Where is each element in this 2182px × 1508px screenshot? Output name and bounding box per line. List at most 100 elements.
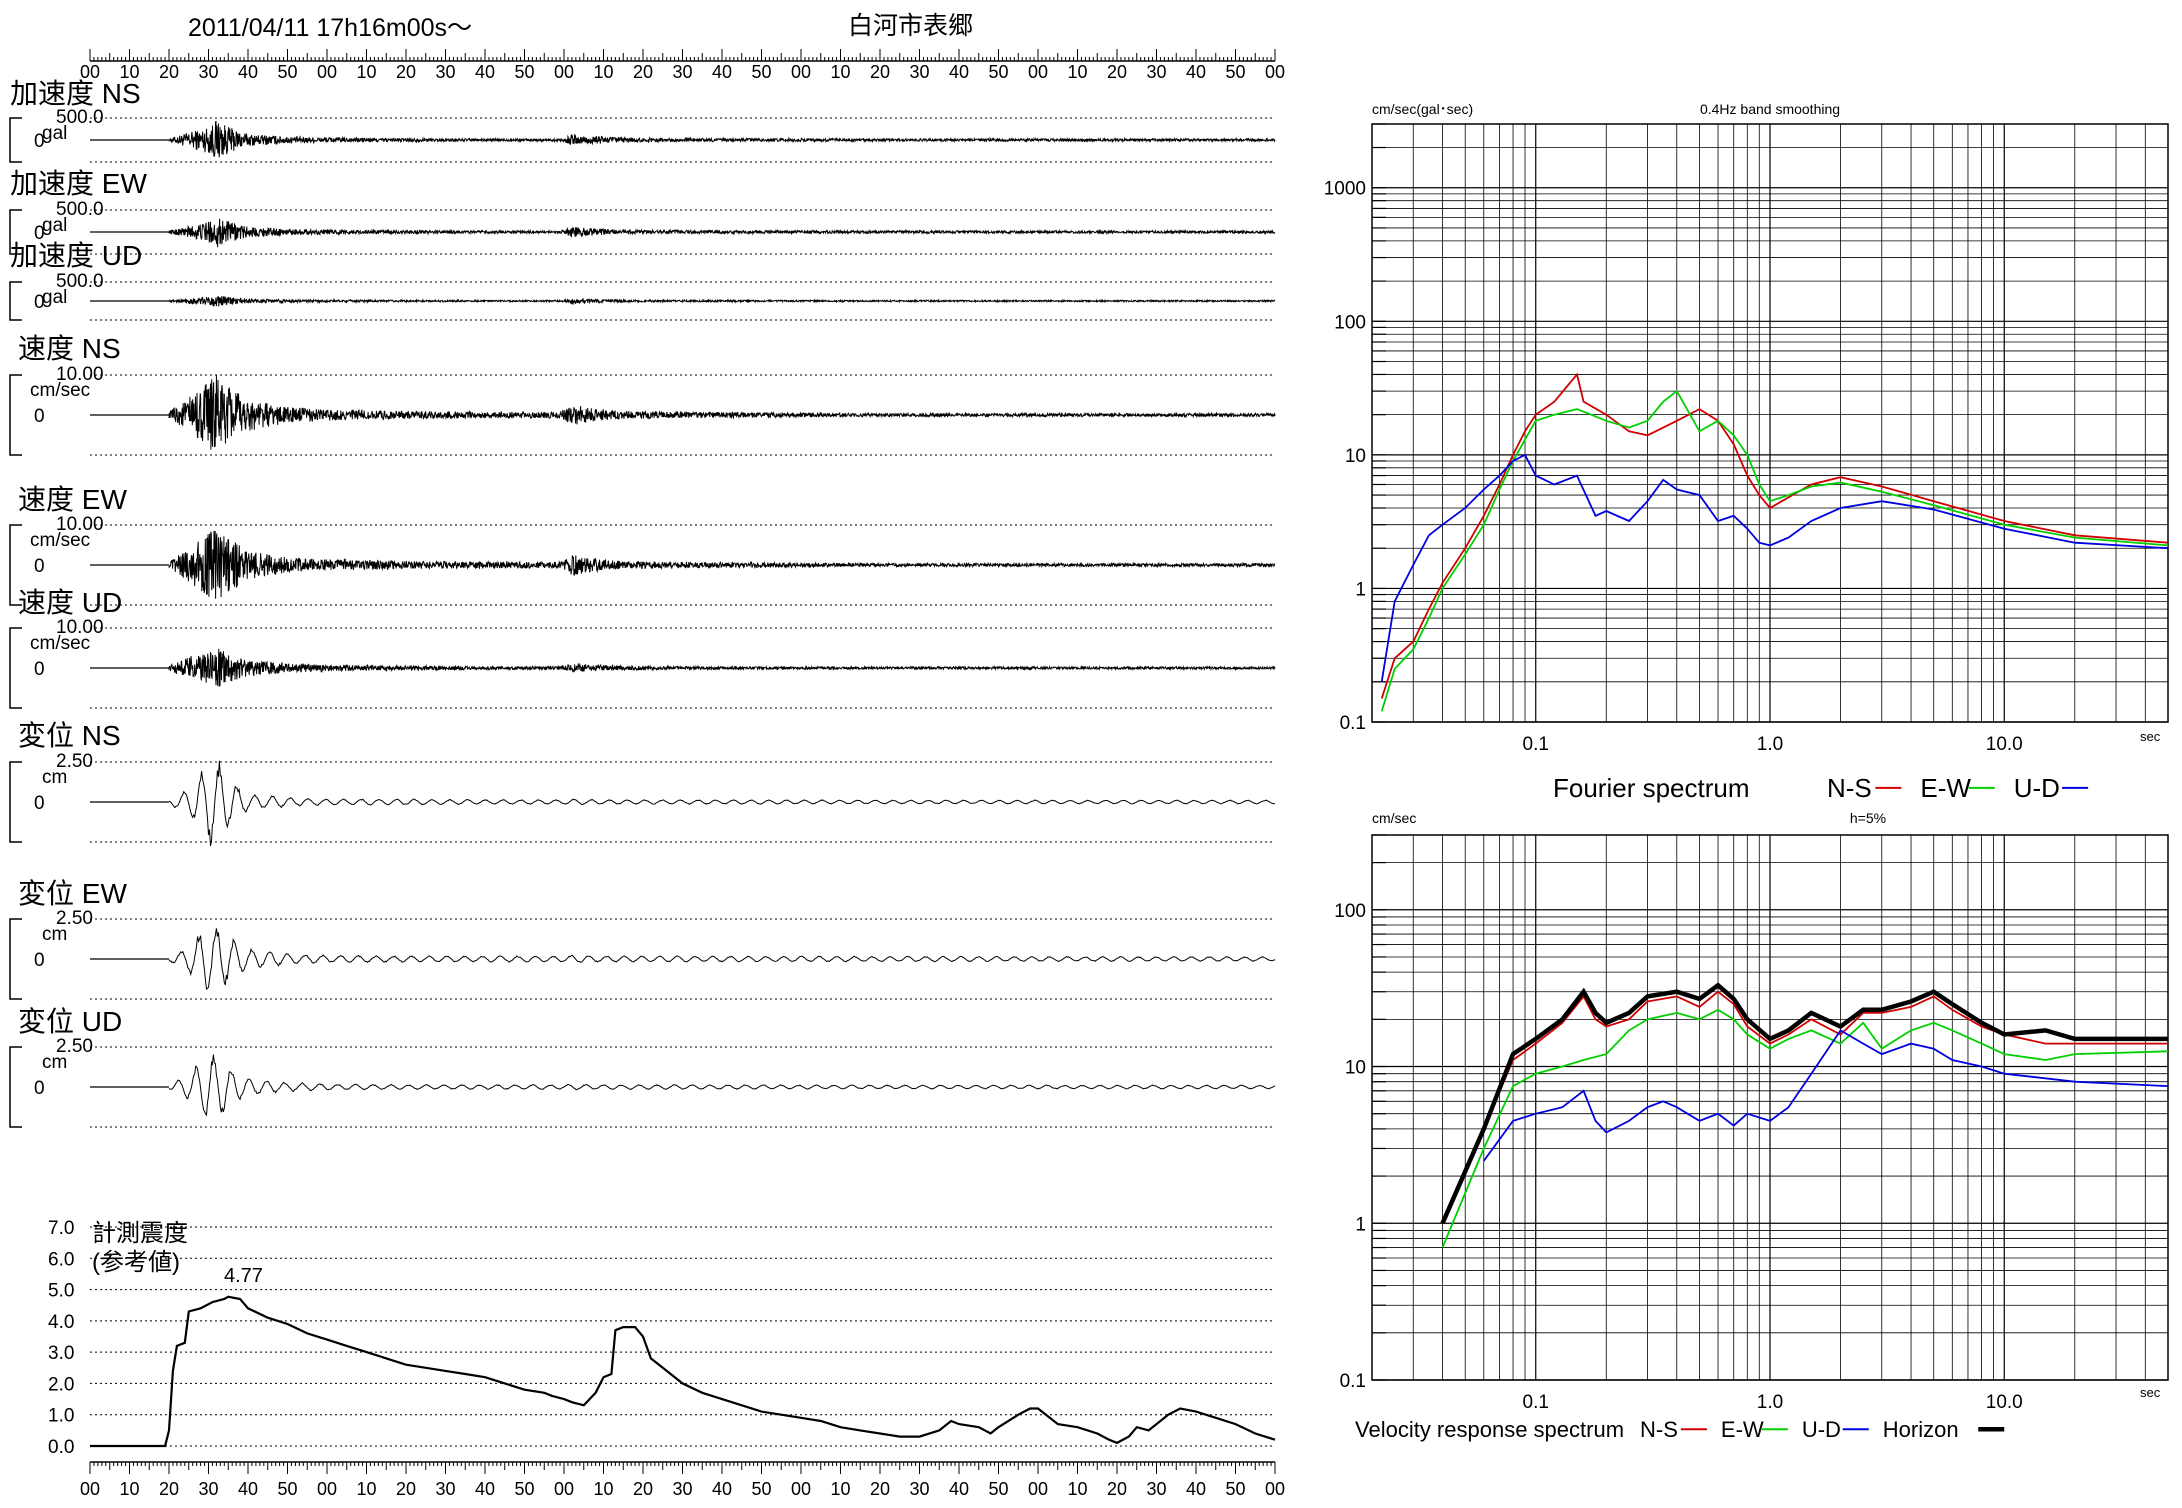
panel-zero-label: 0: [34, 556, 45, 577]
series-line-n-s: [1380, 372, 2169, 699]
series-line-u-d: [1380, 453, 2169, 682]
chart-x-tick-label: 10.0: [1986, 734, 2023, 755]
panel-bracket: [9, 281, 22, 321]
fourier-spectrum-chart: cm/sec(gal･sec) 0.4Hz band smoothing sec…: [1324, 101, 2169, 803]
panel-unit-label: gal: [42, 123, 67, 144]
panel-bracket: [9, 627, 22, 709]
waveform-trace: [168, 295, 1276, 307]
ruler-tick-label: 00: [317, 62, 337, 82]
waveform-label: 加速度 UD: [10, 240, 142, 271]
ruler-tick-label: 20: [159, 62, 179, 82]
ruler-tick-label: 30: [435, 1479, 455, 1499]
panel-unit-label: cm/sec: [30, 633, 90, 654]
waveform-trace: [168, 530, 1276, 599]
waveform-trace: [168, 375, 1276, 450]
legend-label-n-s: N-S: [1827, 773, 1872, 803]
ruler-tick-label: 30: [198, 62, 218, 82]
chart-y-tick-label: 0.1: [1340, 713, 1366, 734]
ruler-tick-label: 10: [1067, 1479, 1087, 1499]
intensity-panel: 計測震度 (参考値) 4.77 7.0 6.0 5.0 4.0 3.0 2.0 1.0 0.0: [48, 1218, 1276, 1458]
chart-y-tick-label: 1000: [1324, 179, 1366, 200]
waveform-trace: [168, 648, 1276, 687]
ruler-tick-label: 40: [712, 62, 732, 82]
ruler-tick-label: 30: [672, 62, 692, 82]
waveform-label: 速度 EW: [18, 484, 127, 515]
waveform-label: 加速度 EW: [10, 168, 147, 199]
waveform-label: 速度 UD: [18, 587, 122, 618]
vrs-gridlines: [1371, 834, 2169, 1381]
vrs-tick-labels: 0.1 1.0 10.0 100 10 1 0.1: [1334, 901, 2022, 1413]
ruler-tick-label: 20: [633, 1479, 653, 1499]
ruler-tick-label: 30: [435, 62, 455, 82]
chart-x-tick-label: 0.1: [1523, 734, 1549, 755]
ruler-tick-label: 00: [1028, 1479, 1048, 1499]
ruler-tick-label: 50: [277, 62, 297, 82]
ruler-tick-label: 50: [1225, 1479, 1245, 1499]
ruler-tick-label: 40: [238, 1479, 258, 1499]
panel-zero-label: 0: [34, 406, 45, 427]
ruler-tick-label: 50: [988, 1479, 1008, 1499]
ruler-tick-label: 00: [554, 1479, 574, 1499]
ruler-tick-label: 20: [633, 62, 653, 82]
panel-unit-label: gal: [42, 287, 67, 308]
intensity-peak-label: 4.77: [224, 1265, 263, 1287]
vrs-ylabel: cm/sec: [1372, 810, 1416, 826]
waveform-trace: [168, 760, 1276, 847]
vrs-legend: N-S E-W U-D Horizon: [1640, 1417, 2005, 1442]
chart-y-tick-label: 100: [1334, 901, 1366, 922]
intensity-y-tick-label: 3.0: [48, 1343, 74, 1364]
ruler-tick-label: 30: [1146, 62, 1166, 82]
panel-bracket: [9, 117, 22, 163]
panel-zero-label: 0: [34, 223, 45, 244]
ruler-tick-label: 10: [356, 62, 376, 82]
ruler-tick-label: 40: [475, 62, 495, 82]
ruler-tick-label: 10: [119, 62, 139, 82]
chart-y-tick-label: 1: [1355, 579, 1366, 600]
panel-zero-label: 0: [34, 793, 45, 814]
fourier-title: 0.4Hz band smoothing: [1700, 101, 1840, 117]
time-axis-top: 00 10 20 30 40 50 00 10 20 30 40 50 00 10 20 30 40 50 00 10…: [80, 49, 1285, 82]
intensity-y-tick-label: 7.0: [48, 1218, 74, 1239]
ruler-tick-label: 00: [554, 62, 574, 82]
intensity-y-tick-label: 0.0: [48, 1437, 74, 1458]
ruler-tick-label: 50: [751, 62, 771, 82]
ruler-tick-label: 30: [672, 1479, 692, 1499]
ruler-tick-label: 40: [712, 1479, 732, 1499]
series-line-e-w: [1441, 1008, 2169, 1248]
panel-max-label: 500.0: [56, 107, 104, 128]
datetime-label: 2011/04/11 17h16m00s〜: [188, 14, 472, 42]
ruler-tick-label: 10: [593, 1479, 613, 1499]
legend-label-u-d: U-D: [2014, 773, 2060, 803]
panel-unit-label: cm: [42, 767, 67, 788]
panel-unit-label: cm/sec: [30, 530, 90, 551]
chart-y-tick-label: 0.1: [1340, 1371, 1366, 1392]
ruler-tick-label: 00: [1265, 1479, 1285, 1499]
fourier-tick-labels: 0.1 1.0 10.0 1000 100 10 1 0.1: [1324, 179, 2023, 755]
intensity-y-tick-label: 5.0: [48, 1281, 74, 1302]
intensity-title: 計測震度: [92, 1220, 188, 1247]
ruler-tick-label: 10: [119, 1479, 139, 1499]
legend-label-horizon: Horizon: [1883, 1417, 1959, 1442]
panel-zero-label: 0: [34, 950, 45, 971]
chart-y-tick-label: 10: [1345, 446, 1366, 467]
ruler-tick-label: 20: [1107, 1479, 1127, 1499]
ruler-tick-label: 40: [238, 62, 258, 82]
panel-zero-label: 0: [34, 292, 45, 313]
waveform-trace: [168, 218, 1276, 248]
panel-zero-label: 0: [34, 1078, 45, 1099]
waveform-label: 変位 UD: [18, 1006, 122, 1037]
ruler-tick-label: 40: [949, 1479, 969, 1499]
ruler-tick-label: 50: [514, 62, 534, 82]
ruler-tick-label: 00: [791, 1479, 811, 1499]
legend-label-n-s: N-S: [1640, 1417, 1678, 1442]
panel-max-label: 10.00: [56, 617, 104, 638]
chart-y-tick-label: 100: [1334, 312, 1366, 333]
panel-max-label: 2.50: [56, 1036, 93, 1057]
